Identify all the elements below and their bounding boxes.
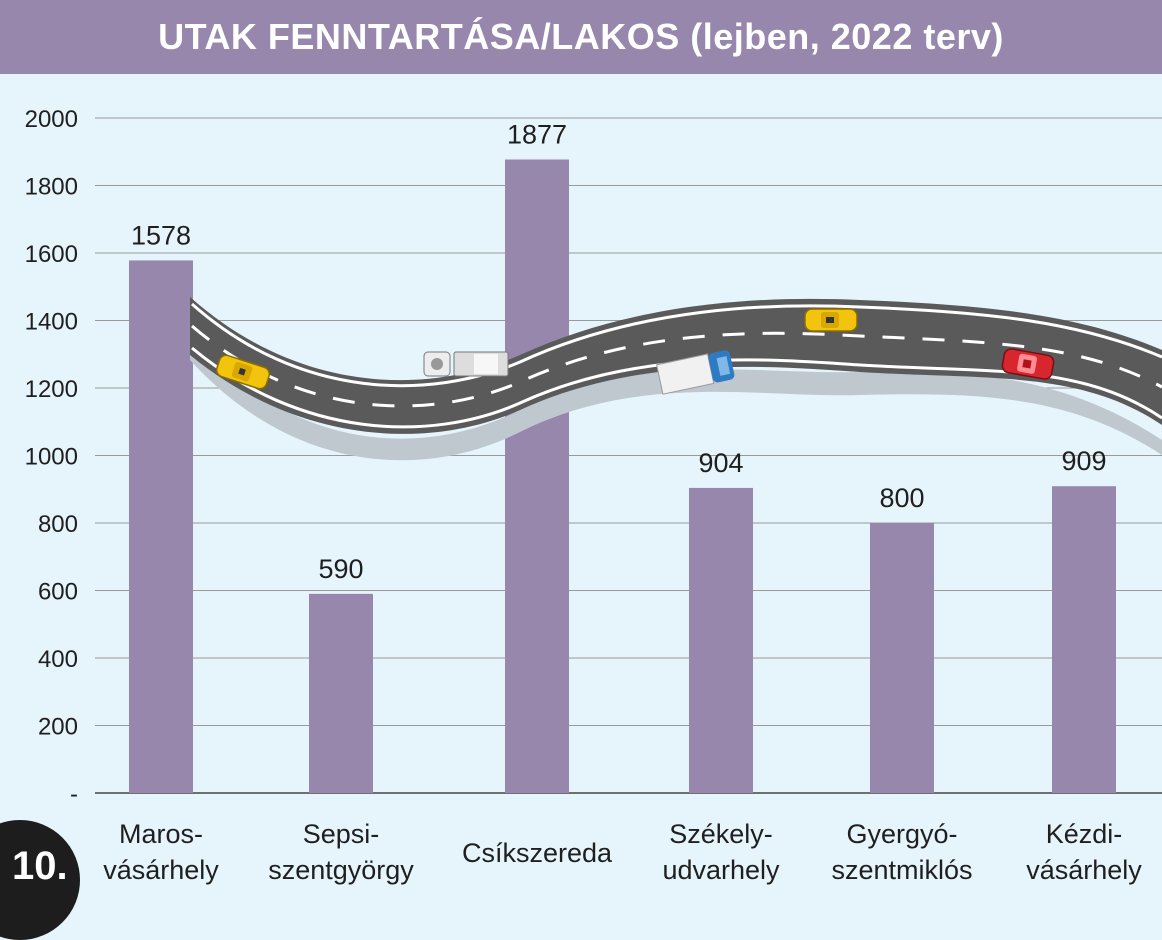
y-tick-label: 1800 (25, 174, 78, 201)
road-illustration (190, 297, 1162, 461)
y-tick-label: 1400 (25, 309, 78, 336)
data-label: 1877 (507, 120, 567, 150)
white-van-icon (656, 350, 735, 395)
category-label: Csíkszereda (462, 838, 613, 868)
category-label: szentgyörgy (268, 855, 414, 885)
category-labels: Maros-vásárhely Sepsi-szentgyörgy Csíkszer… (103, 819, 1142, 885)
road-center-dashes (191, 324, 1162, 408)
category-label: vásárhely (1026, 855, 1142, 885)
y-tick-label: 1000 (25, 444, 78, 471)
road-edge-line-top (191, 302, 1162, 388)
chart-title-bar: UTAK FENNTARTÁSA/LAKOS (lejben, 2022 ter… (0, 0, 1162, 74)
red-car-icon (1001, 348, 1055, 380)
y-tick-label: 600 (38, 579, 78, 606)
category-label: udvarhely (662, 855, 780, 885)
yellow-taxi-icon (804, 308, 858, 332)
data-label: 590 (318, 554, 363, 584)
y-tick-label: 800 (38, 511, 78, 538)
bar (129, 260, 193, 793)
bars (129, 159, 1116, 793)
category-label: Maros- (119, 819, 203, 849)
gridlines (95, 117, 1162, 794)
bar (1052, 486, 1116, 793)
chart-title: UTAK FENNTARTÁSA/LAKOS (lejben, 2022 ter… (158, 16, 1004, 57)
data-label: 909 (1061, 446, 1106, 476)
category-label: Gyergyó- (846, 819, 957, 849)
bar-chart: - 200 400 600 800 1000 1200 1400 1600 1800 2000 (25, 106, 1162, 885)
y-tick-label: 400 (38, 646, 78, 673)
y-tick-label: 200 (38, 714, 78, 741)
category-label: Kézdi- (1046, 819, 1123, 849)
figure-number: 10. (12, 844, 68, 888)
y-axis-ticks: - 200 400 600 800 1000 1200 1400 1600 1800 2000 (25, 106, 78, 808)
data-label: 800 (879, 483, 924, 513)
white-truck-icon (423, 351, 509, 377)
bar (309, 593, 373, 793)
bar (689, 487, 753, 793)
y-tick-label: 1200 (25, 376, 78, 403)
y-tick-label: 2000 (25, 106, 78, 133)
bar (870, 523, 934, 793)
y-tick-label: 1600 (25, 241, 78, 268)
y-tick-label: - (70, 781, 78, 808)
yellow-car-icon (215, 354, 271, 390)
category-label: Székely- (669, 819, 773, 849)
data-label: 1578 (131, 220, 191, 250)
bar (505, 159, 569, 793)
category-label: Sepsi- (303, 819, 380, 849)
category-label: szentmiklós (831, 855, 972, 885)
category-label: vásárhely (103, 855, 219, 885)
value-labels: 1578 590 1877 904 800 909 (131, 120, 1107, 584)
data-label: 904 (698, 448, 743, 478)
